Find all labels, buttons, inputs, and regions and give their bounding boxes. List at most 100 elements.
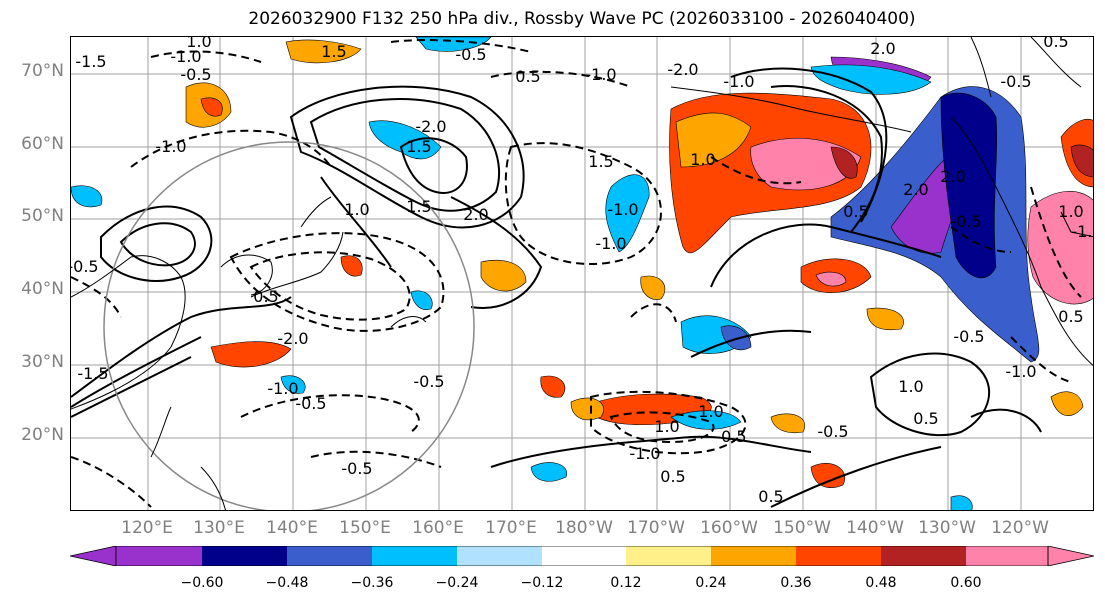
contour-label: 2.0 (903, 180, 928, 199)
contour-label: 1.5 (321, 42, 346, 61)
contour-label: 1.0 (344, 200, 369, 219)
contour-label: -0.5 (1000, 72, 1031, 91)
contour-label: -0.5 (180, 65, 211, 84)
contour-label: 1.5 (406, 197, 431, 216)
colorbar-tick: −0.12 (520, 575, 564, 591)
lon-label-170e: 170°E (485, 518, 537, 538)
colorbar-segment (116, 546, 202, 566)
contour-label: 2.0 (940, 167, 965, 186)
contour-label: 1.0 (186, 37, 211, 51)
colorbar-segment (626, 546, 711, 566)
lon-label-140w: 140°W (846, 518, 904, 538)
lon-label-160w: 160°W (700, 518, 758, 538)
colorbar-segment (966, 546, 1048, 566)
contour-label: -1.0 (155, 137, 186, 156)
contour-label: -0.5 (715, 427, 746, 446)
dashed-contours (71, 39, 1082, 508)
contour-label: -1.0 (723, 72, 754, 91)
contour-label: 0.5 (913, 409, 938, 428)
contour-label: -0.5 (817, 422, 848, 441)
colorbar-tick: 0.36 (780, 575, 812, 591)
coastlines (71, 37, 1093, 510)
contour-label: -1.0 (629, 444, 660, 463)
colorbar-tick: 0.12 (610, 575, 642, 591)
lat-label-60n: 60°N (21, 134, 64, 154)
lon-label-180w: 180°W (555, 518, 613, 538)
contour-label: 1.5 (588, 152, 613, 171)
colorbar-min-extension (70, 546, 117, 566)
lat-label-50n: 50°N (21, 206, 64, 226)
contour-label: 1.5 (406, 137, 431, 156)
colorbar-segment (796, 546, 881, 566)
contour-label: -1.0 (585, 65, 616, 84)
contour-label: 0.5 (515, 67, 540, 86)
contour-label: -0.5 (950, 212, 981, 231)
contour-label: 1.0 (654, 417, 679, 436)
map-title: 2026032900 F132 250 hPa div., Rossby Wav… (248, 9, 916, 29)
colorbar-segment (881, 546, 966, 566)
colorbar-max-extension (1047, 546, 1094, 566)
colorbar-tick: −0.48 (265, 575, 309, 591)
map-panel: 1.5 1.0 -0.5 -1.0 -0.5 0.5 -1.0 -1.5 0.5… (70, 36, 1094, 511)
contour-label: 2.0 (463, 205, 488, 224)
east-positive-core (1027, 191, 1093, 305)
lon-label-160e: 160°E (412, 518, 464, 538)
contour-label: -1.0 (1005, 362, 1036, 381)
contour-label: -0.5 (953, 327, 984, 346)
lon-label-120w: 120°W (991, 518, 1049, 538)
lat-label-40n: 40°N (21, 279, 64, 299)
lat-label-30n: 30°N (21, 352, 64, 372)
contour-label: -1.5 (77, 364, 108, 383)
contour-label: 0.5 (660, 467, 685, 486)
lon-label-150w: 150°W (773, 518, 831, 538)
contour-label: 0.5 (1058, 307, 1083, 326)
contour-label: 0.5 (1043, 37, 1068, 51)
contour-lines (71, 67, 1042, 508)
colorbar-tick: 0.48 (865, 575, 897, 591)
colorbar-segment (542, 546, 626, 566)
divergence-fill (71, 37, 1093, 510)
lon-label-140e: 140°E (266, 518, 318, 538)
map-canvas: 1.5 1.0 -0.5 -1.0 -0.5 0.5 -1.0 -1.5 0.5… (71, 37, 1094, 510)
contour-label: -1.0 (595, 234, 626, 253)
colorbar-segment (457, 546, 542, 566)
contour-label: -1.0 (1071, 222, 1094, 241)
lon-label-170w: 170°W (627, 518, 685, 538)
contour-label: -1.0 (607, 200, 638, 219)
contour-label: 0.5 (843, 202, 868, 221)
contour-label: 2.0 (870, 39, 895, 58)
colorbar-tick: −0.24 (435, 575, 479, 591)
colorbar-tick: 0.60 (950, 575, 982, 591)
contour-label: -0.5 (341, 459, 372, 478)
rossby-wave-phase-circle (103, 141, 475, 510)
contour-label: -1.0 (267, 379, 298, 398)
contour-label: -2.0 (667, 60, 698, 79)
lon-label-150e: 150°E (339, 518, 391, 538)
colorbar-outline (115, 546, 1049, 566)
colorbar-tick: 0.24 (695, 575, 727, 591)
contour-label: 1.0 (898, 377, 923, 396)
lon-label-120e: 120°E (121, 518, 173, 538)
colorbar-tick: −0.60 (180, 575, 224, 591)
contour-label: 1.0 (1058, 202, 1083, 221)
colorbar-segment (372, 546, 457, 566)
colorbar-segment (202, 546, 287, 566)
contour-label: -0.5 (413, 372, 444, 391)
lat-label-20n: 20°N (21, 425, 64, 445)
contour-label: 0.5 (253, 287, 278, 306)
lon-label-130e: 130°E (193, 518, 245, 538)
colorbar-segment (711, 546, 796, 566)
contour-label: -0.5 (455, 45, 486, 64)
contour-label: -1.5 (75, 52, 106, 71)
contour-label: -0.5 (71, 257, 99, 276)
contour-label: -0.5 (295, 394, 326, 413)
contour-label: -1.0 (170, 47, 201, 66)
colorbar (70, 546, 1094, 566)
contour-label: -2.0 (277, 329, 308, 348)
contour-label: 0.5 (758, 487, 783, 506)
colorbar-tick: −0.36 (350, 575, 394, 591)
contour-label: 1.0 (698, 402, 723, 421)
lat-label-70n: 70°N (21, 61, 64, 81)
contour-label: -2.0 (415, 117, 446, 136)
contour-label: 1.0 (690, 150, 715, 169)
